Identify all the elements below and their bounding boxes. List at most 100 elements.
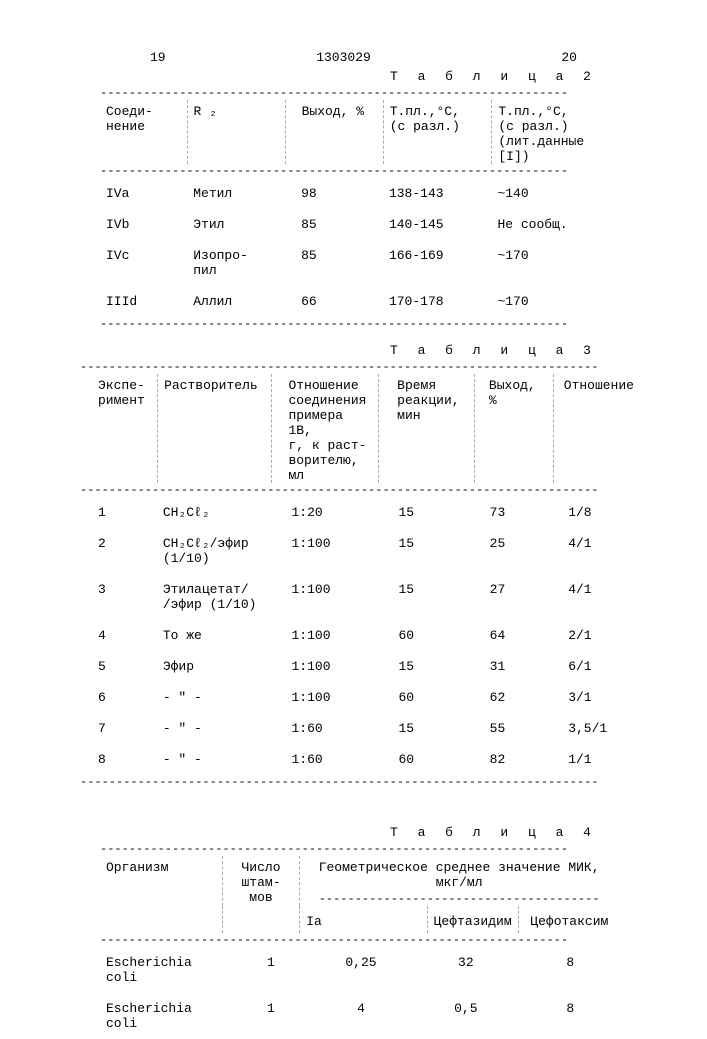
t4-h0: Организм	[100, 856, 222, 933]
t4-span-header: Геометрическое среднее значение МИК,мкг/…	[300, 856, 620, 906]
cell: 170-178	[383, 286, 492, 317]
cell: 3,5/1	[558, 713, 640, 744]
cell: 85	[285, 240, 383, 286]
cell: 1:20	[276, 497, 381, 528]
cell: Изопро-пил	[187, 240, 285, 286]
cell: IVc	[100, 240, 187, 286]
cell: 1:100	[276, 620, 381, 651]
cell: 140-145	[383, 209, 492, 240]
cell: CH₂Cℓ₂/эфир(1/10)	[157, 528, 276, 574]
cell: 66	[285, 286, 383, 317]
cell: 1:60	[276, 713, 381, 744]
table-row: IIIdАллил66170-178~170	[100, 286, 600, 317]
cell: 4/1	[558, 574, 640, 620]
cell: IIId	[100, 286, 187, 317]
t3-h5: Отношение	[553, 374, 640, 483]
cell: 5	[80, 651, 157, 682]
table-row: 8- " -1:6060821/1	[80, 744, 640, 775]
t3-h2: Отношениесоединенияпримера 1В,г, к раст-…	[272, 374, 379, 483]
cell: 8	[80, 744, 157, 775]
cell: 6	[80, 682, 157, 713]
t4-h1: Числоштам-мов	[222, 856, 299, 933]
table-row: 2CH₂Cℓ₂/эфир(1/10)1:10015254/1	[80, 528, 640, 574]
cell: 8	[521, 947, 620, 993]
table3: Экспе-римент Растворитель Отношениесоеди…	[80, 374, 640, 483]
t3-h1: Растворитель	[158, 374, 272, 483]
table2-body: IVaМетил98138-143~140IVbЭтил85140-145Не …	[100, 178, 600, 317]
table-row: Escherichiacoli10,25328	[100, 947, 620, 993]
cell: 15	[381, 651, 476, 682]
cell: 27	[476, 574, 559, 620]
cell: 1:100	[276, 651, 381, 682]
table-row: 5Эфир1:10015316/1	[80, 651, 640, 682]
table-row: IVaМетил98138-143~140	[100, 178, 600, 209]
cell: Не сообщ.	[491, 209, 600, 240]
cell: 1:60	[276, 744, 381, 775]
cell: Аллил	[187, 286, 285, 317]
cell: 64	[476, 620, 559, 651]
table-row: 3Этилацетат//эфир (1/10)1:10015274/1	[80, 574, 640, 620]
cell: 0,25	[311, 947, 411, 993]
page-right: 20	[561, 50, 577, 65]
cell: 166-169	[383, 240, 492, 286]
cell: ~170	[491, 286, 600, 317]
divider: ----------------------------------------…	[100, 164, 600, 178]
cell: 3	[80, 574, 157, 620]
t3-h4: Выход, %	[474, 374, 553, 483]
table4: Организм Числоштам-мов Геометрическое ср…	[100, 856, 620, 933]
cell: 1:100	[276, 682, 381, 713]
divider: ----------------------------------------…	[100, 933, 620, 947]
cell: 15	[381, 713, 476, 744]
cell: 1:100	[276, 528, 381, 574]
t2-h1: R ₂	[187, 100, 285, 164]
divider: ----------------------------------------…	[80, 360, 640, 374]
divider: ----------------------------------------…	[100, 86, 600, 100]
cell: 138-143	[383, 178, 492, 209]
table-row: 1CH₂Cℓ₂1:2015731/8	[80, 497, 640, 528]
cell: 2	[80, 528, 157, 574]
cell: 31	[476, 651, 559, 682]
table3-body: 1CH₂Cℓ₂1:2015731/82CH₂Cℓ₂/эфир(1/10)1:10…	[80, 497, 640, 775]
cell: 60	[381, 620, 476, 651]
cell: 25	[476, 528, 559, 574]
cell: Этилацетат//эфир (1/10)	[157, 574, 276, 620]
cell: Метил	[187, 178, 285, 209]
cell: 1/8	[558, 497, 640, 528]
cell: IVa	[100, 178, 187, 209]
table-row: IVcИзопро-пил85166-169~170	[100, 240, 600, 286]
cell: 4	[80, 620, 157, 651]
cell: 1/1	[558, 744, 640, 775]
table4-title: Т а б л и ц а 4	[70, 825, 597, 840]
cell: 73	[476, 497, 559, 528]
cell: 7	[80, 713, 157, 744]
t3-h3: Времяреакции,мин	[379, 374, 475, 483]
cell: Escherichiacoli	[100, 947, 231, 993]
t2-h0: Соеди-нение	[100, 100, 187, 164]
cell: 15	[381, 574, 476, 620]
cell: - " -	[157, 713, 276, 744]
cell: IVb	[100, 209, 187, 240]
t4-sh0: Ia	[300, 906, 427, 933]
table2: Соеди-нение R ₂ Выход, % Т.пл.,°С,(с раз…	[100, 100, 600, 164]
table2-title: Т а б л и ц а 2	[70, 69, 597, 84]
cell: 6/1	[558, 651, 640, 682]
cell: То же	[157, 620, 276, 651]
cell: 1	[231, 947, 311, 993]
cell: 2/1	[558, 620, 640, 651]
table-row: 6- " -1:10060623/1	[80, 682, 640, 713]
page-center: 1303029	[316, 50, 371, 65]
cell: Этил	[187, 209, 285, 240]
table-row: 4То же1:10060642/1	[80, 620, 640, 651]
cell: 1:100	[276, 574, 381, 620]
t2-h3: Т.пл.,°С,(с разл.)	[383, 100, 492, 164]
t4-sh1: Цефтазидим	[427, 906, 518, 933]
cell: 85	[285, 209, 383, 240]
cell: CH₂Cℓ₂	[157, 497, 276, 528]
t2-h4: Т.пл.,°С,(с разл.)(лит.данные[I])	[492, 100, 600, 164]
cell: 55	[476, 713, 559, 744]
t3-h0: Экспе-римент	[80, 374, 158, 483]
cell: - " -	[157, 744, 276, 775]
table-row: 7- " -1:6015553,5/1	[80, 713, 640, 744]
divider: ----------------------------------------…	[100, 317, 600, 331]
cell: 4/1	[558, 528, 640, 574]
